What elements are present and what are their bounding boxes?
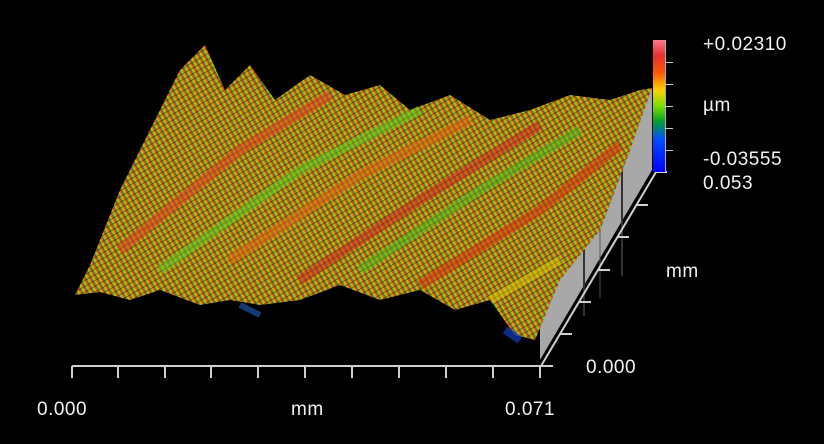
x-unit-label: mm [291,399,324,420]
y-axis [540,171,667,367]
y-unit-label: mm [666,261,699,282]
x-max-label: 0.071 [505,399,556,420]
z-min-label: -0.03555 [703,149,783,170]
y-max-label: 0.053 [703,173,754,194]
surface-wireframe [75,45,652,344]
colorbar-tick [665,106,673,107]
colorbar-tick [665,62,673,63]
colorbar-tick [665,84,673,85]
x-min-label: 0.000 [37,399,88,420]
colorbar-tick [665,150,673,151]
colorbar-tick [665,128,673,129]
z-max-label: +0.02310 [703,34,787,55]
z-unit-label: µm [703,95,731,116]
x-axis [71,365,553,378]
y-min-label: 0.000 [586,357,637,378]
